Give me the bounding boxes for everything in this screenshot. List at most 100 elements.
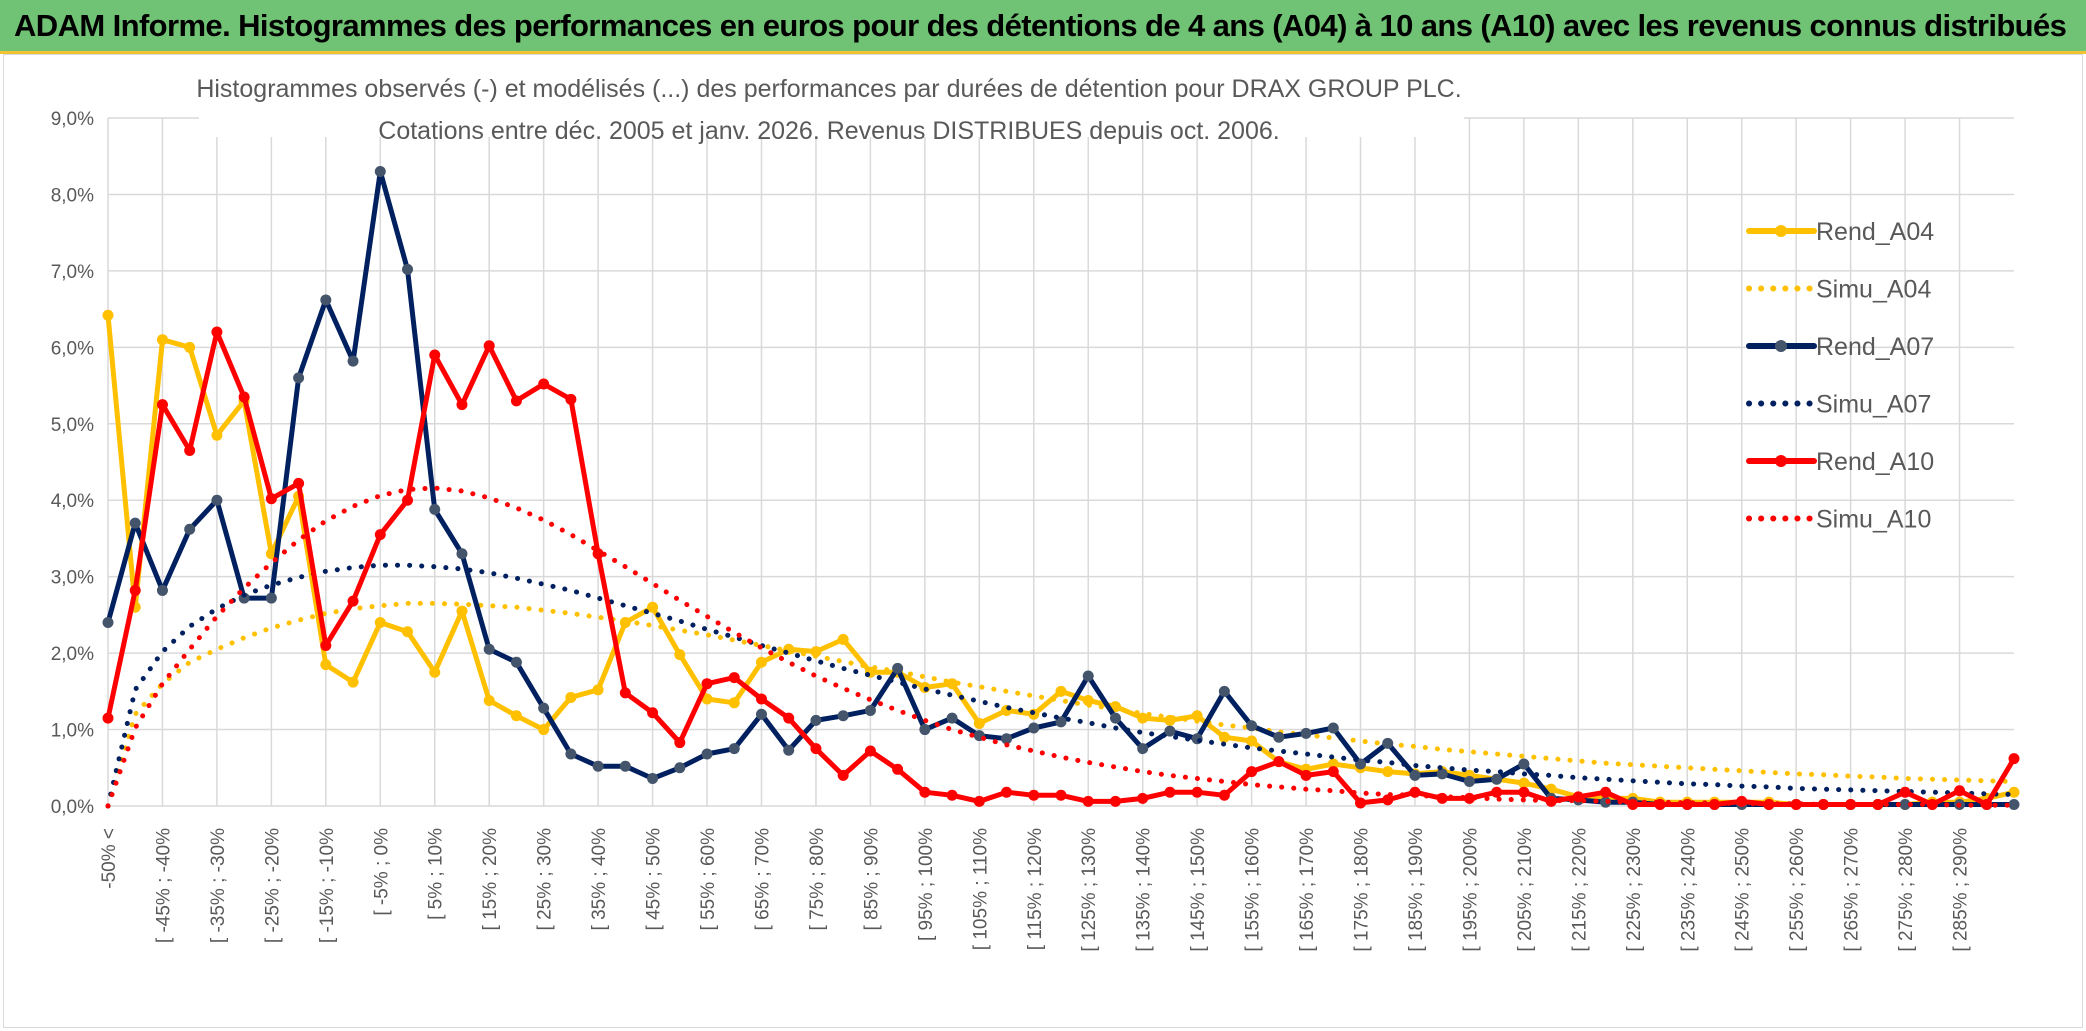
- data-point-rend-a07: [1355, 758, 1367, 770]
- data-point-rend-a10: [919, 786, 931, 798]
- data-point-rend-a10: [1246, 766, 1258, 778]
- x-tick-label: [ 245% ; 250%: [1733, 828, 1754, 952]
- data-point-rend-a07: [483, 643, 495, 655]
- x-tick-label: [ 125% ; 130%: [1079, 828, 1100, 952]
- y-tick-label: 5,0%: [51, 415, 94, 436]
- data-point-rend-a10: [565, 393, 577, 405]
- data-point-rend-a07: [347, 355, 359, 367]
- data-point-rend-a10: [1028, 789, 1040, 801]
- x-tick-label: [ 115% ; 120%: [1025, 828, 1046, 950]
- data-point-rend-a10: [1109, 795, 1121, 807]
- data-point-rend-a04: [1246, 735, 1258, 747]
- data-point-rend-a10: [483, 340, 495, 352]
- x-tick-label: [ 65% ; 70%: [752, 828, 773, 931]
- x-tick-label: [ -35% ; -30%: [208, 828, 229, 943]
- data-point-rend-a07: [102, 617, 114, 629]
- data-point-rend-a04: [156, 334, 168, 346]
- x-tick-label: [ 225% ; 230%: [1624, 828, 1645, 952]
- x-axis-tick-labels: -50% < [ -45% ; -40% [ -35% ; -30% [ -25% ;…: [99, 828, 1972, 952]
- y-tick-label: 7,0%: [51, 262, 94, 283]
- legend-label-rend-a07: Rend_A07: [1816, 333, 1934, 361]
- x-tick-label: [ 275% ; 280%: [1896, 828, 1917, 952]
- x-tick-label: [ 175% ; 180%: [1352, 828, 1373, 952]
- x-tick-label: [ 285% ; 290%: [1951, 828, 1972, 952]
- data-point-rend-a10: [211, 326, 223, 338]
- data-point-rend-a07: [647, 772, 659, 784]
- x-tick-label: [ 75% ; 80%: [807, 828, 828, 931]
- data-point-rend-a07: [1028, 722, 1040, 734]
- chart-subtitle: Cotations entre déc. 2005 et janv. 2026.…: [378, 117, 1279, 145]
- data-point-rend-a07: [565, 748, 577, 760]
- x-tick-label: [ -15% ; -10%: [317, 828, 338, 943]
- data-point-rend-a07: [184, 523, 196, 535]
- series-line-simu-a04: [105, 600, 2017, 809]
- data-point-rend-a04: [1082, 695, 1094, 707]
- data-point-rend-a07: [1436, 768, 1448, 780]
- data-point-rend-a07: [864, 704, 876, 716]
- data-point-rend-a07: [156, 584, 168, 596]
- data-point-rend-a04: [1382, 766, 1394, 778]
- data-point-rend-a07: [1055, 716, 1067, 728]
- data-point-rend-a07: [919, 724, 931, 736]
- data-point-rend-a10: [701, 678, 713, 690]
- x-tick-label: [ 255% ; 260%: [1787, 828, 1808, 952]
- x-tick-label: [ 185% ; 190%: [1406, 828, 1427, 952]
- data-point-rend-a04: [1218, 731, 1230, 743]
- data-point-rend-a07: [1246, 720, 1258, 732]
- chart-legend: Rend_A04 Simu_A04 Rend_A07 Simu_A07 Rend_A10…: [1746, 218, 1934, 534]
- x-tick-label: [ 235% ; 240%: [1678, 828, 1699, 952]
- data-point-rend-a07: [946, 712, 958, 724]
- data-point-rend-a10: [810, 743, 822, 755]
- data-point-rend-a10: [619, 687, 631, 699]
- data-point-rend-a10: [184, 445, 196, 457]
- data-point-rend-a07: [1001, 733, 1013, 745]
- data-point-rend-a10: [946, 789, 958, 801]
- x-tick-label: [ 85% ; 90%: [861, 828, 882, 931]
- data-point-rend-a10: [1491, 786, 1503, 798]
- data-point-rend-a07: [1382, 737, 1394, 749]
- data-point-rend-a10: [973, 795, 985, 807]
- data-point-rend-a07: [810, 714, 822, 726]
- data-point-rend-a07: [1164, 725, 1176, 737]
- chart-area: 0,0% 1,0% 2,0% 3,0% 4,0% 5,0% 6,0% 7,0% 8,0% 9,0%…: [3, 54, 2083, 1028]
- data-point-rend-a07: [1409, 769, 1421, 781]
- data-point-rend-a04: [456, 605, 468, 617]
- legend-label-simu-a04: Simu_A04: [1816, 276, 1931, 304]
- data-point-rend-a04: [538, 724, 550, 736]
- data-point-rend-a07: [429, 503, 441, 515]
- data-point-rend-a04: [320, 659, 332, 671]
- legend-label-rend-a04: Rend_A04: [1816, 218, 1934, 246]
- data-point-rend-a04: [211, 429, 223, 441]
- data-point-rend-a04: [647, 601, 659, 613]
- data-point-rend-a04: [1327, 758, 1339, 770]
- data-point-rend-a07: [1300, 727, 1312, 739]
- data-point-rend-a07: [1463, 776, 1475, 788]
- data-point-rend-a10: [1954, 785, 1966, 797]
- data-point-rend-a10: [374, 529, 386, 541]
- x-tick-label: [ 5% ; 10%: [426, 828, 447, 920]
- data-point-rend-a04: [973, 717, 985, 729]
- data-point-rend-a04: [810, 646, 822, 658]
- data-point-rend-a10: [1191, 786, 1203, 798]
- x-tick-label: -50% <: [99, 828, 120, 889]
- data-point-rend-a07: [592, 760, 604, 772]
- data-point-rend-a10: [674, 737, 686, 749]
- x-tick-label: [ 155% ; 160%: [1243, 828, 1264, 952]
- x-tick-label: [ 95% ; 100%: [916, 828, 937, 941]
- data-point-rend-a10: [102, 712, 114, 724]
- report-banner: ADAM Informe. Histogrammes des performan…: [0, 0, 2086, 54]
- data-point-rend-a07: [728, 743, 740, 755]
- x-tick-label: [ 165% ; 170%: [1297, 828, 1318, 952]
- data-point-rend-a07: [510, 656, 522, 668]
- x-tick-label: [ 15% ; 20%: [480, 828, 501, 931]
- data-point-rend-a10: [1137, 792, 1149, 804]
- data-point-rend-a10: [728, 672, 740, 684]
- data-point-rend-a10: [1681, 798, 1693, 810]
- data-point-rend-a10: [1300, 769, 1312, 781]
- data-point-rend-a10: [1001, 786, 1013, 798]
- data-point-rend-a07: [1109, 712, 1121, 724]
- chart-series: [102, 166, 2020, 810]
- data-point-rend-a07: [211, 494, 223, 506]
- data-point-rend-a10: [238, 391, 250, 403]
- data-point-rend-a04: [347, 676, 359, 688]
